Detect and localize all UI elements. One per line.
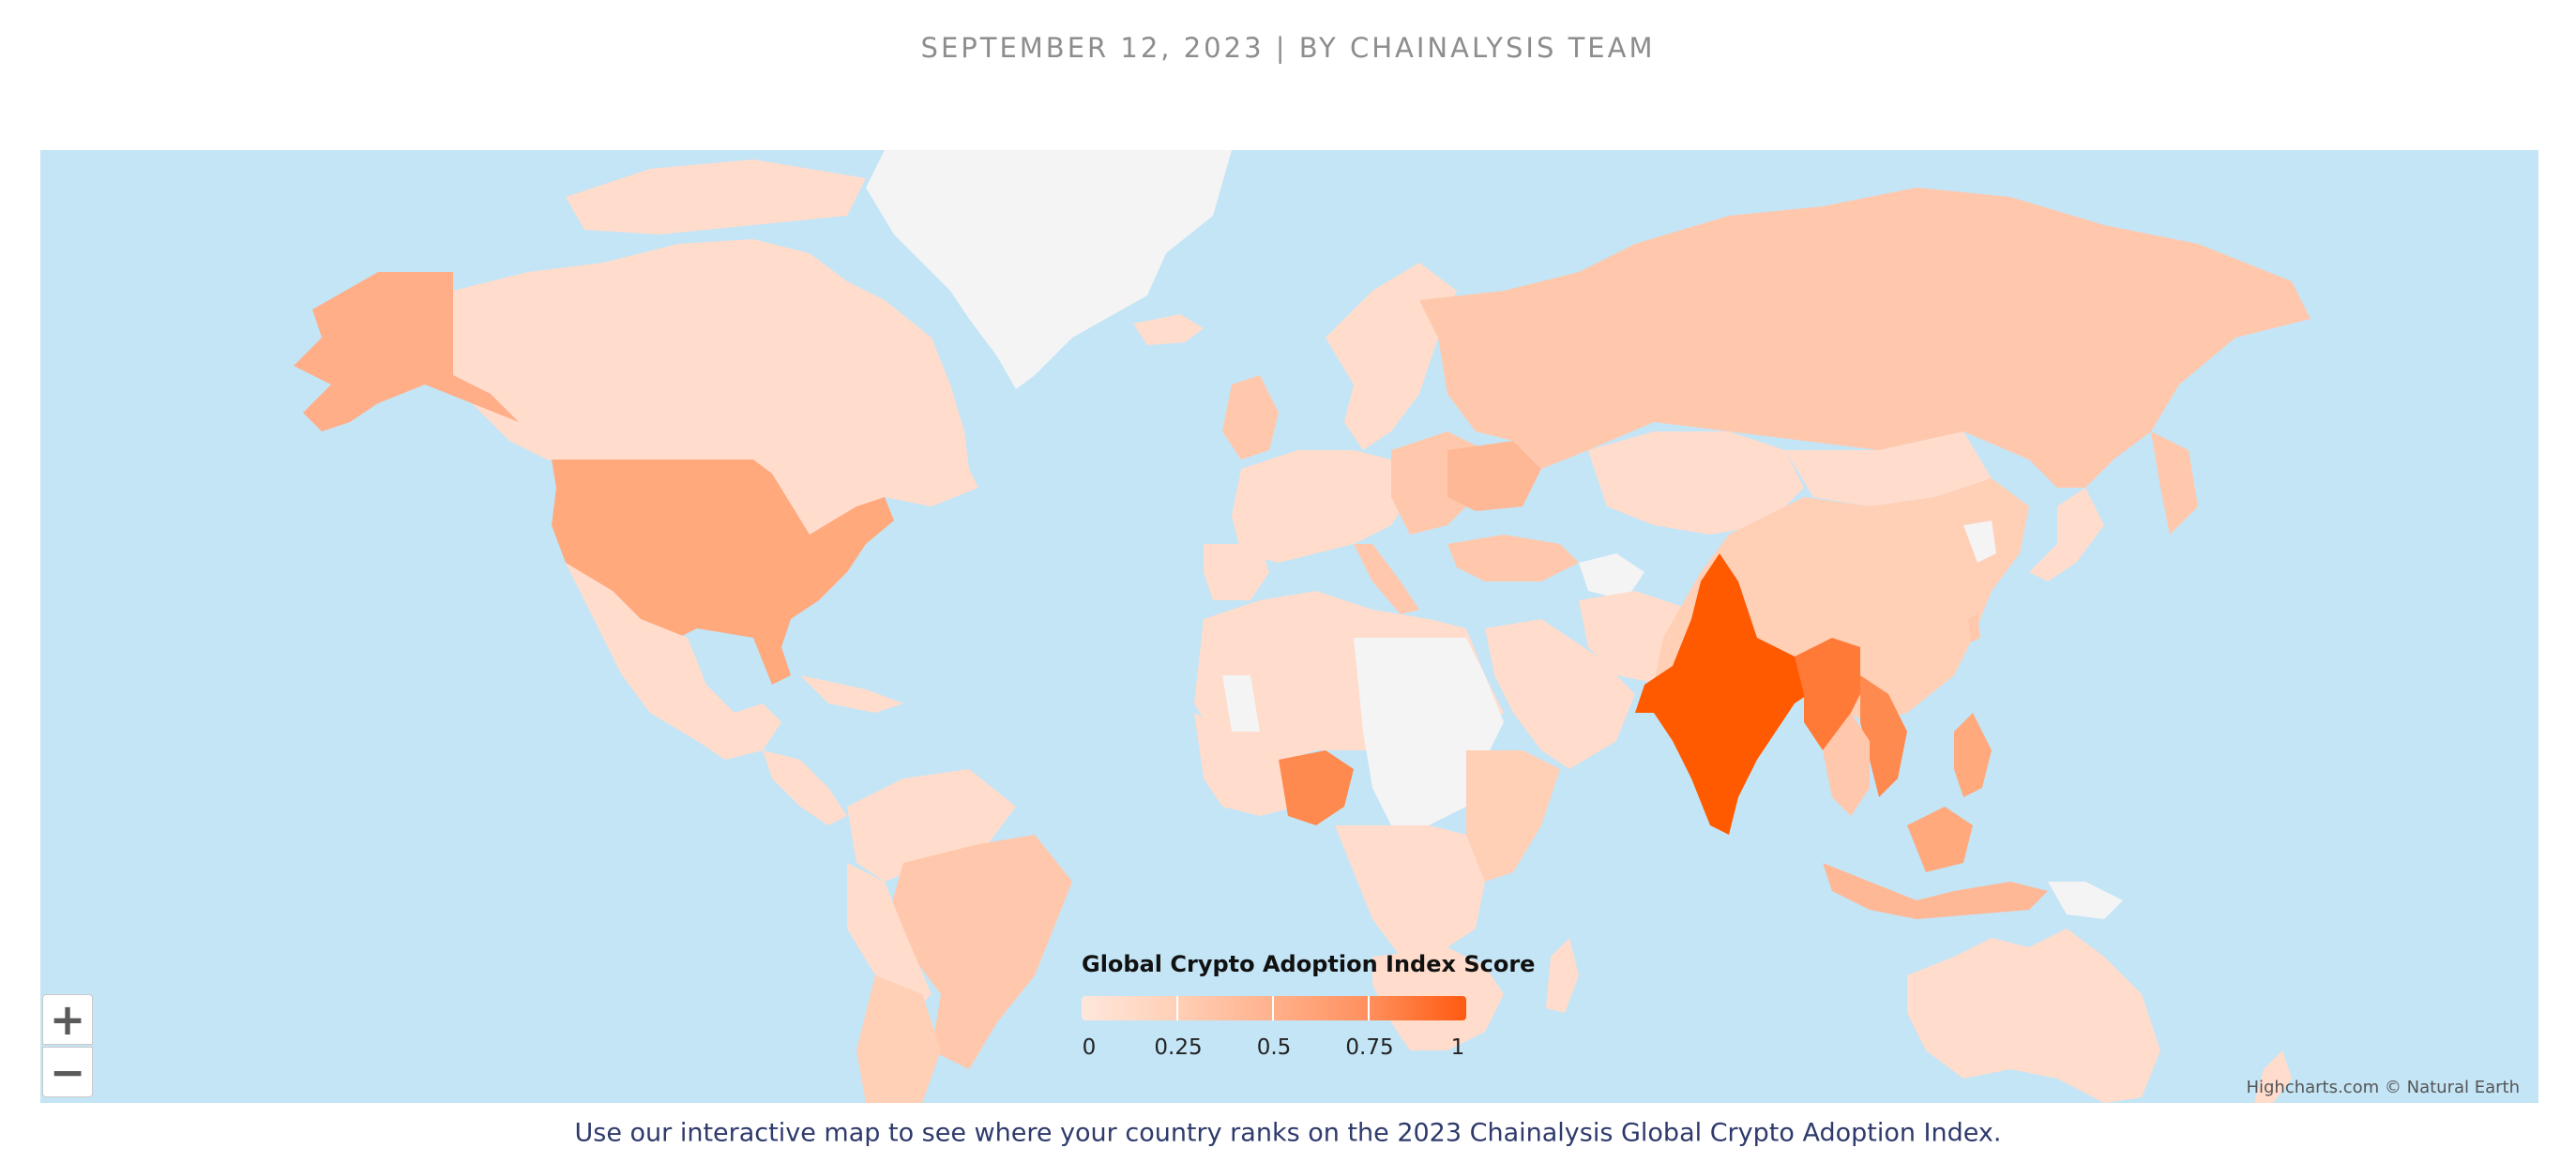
region-mexico[interactable] xyxy=(566,563,781,760)
region-new-zealand[interactable] xyxy=(2254,1050,2292,1103)
region-arabia[interactable] xyxy=(1485,619,1635,769)
region-argentina-chile[interactable] xyxy=(856,975,941,1103)
world-map[interactable]: + − Global Crypto Adoption Index Score 0… xyxy=(40,150,2538,1103)
legend-tick: 0.75 xyxy=(1345,1035,1394,1060)
region-central-africa[interactable] xyxy=(1335,825,1485,957)
region-greenland[interactable] xyxy=(866,150,1232,389)
region-turkey[interactable] xyxy=(1447,535,1579,582)
region-ukraine[interactable] xyxy=(1447,441,1541,511)
region-western-europe[interactable] xyxy=(1232,450,1410,563)
region-india[interactable] xyxy=(1635,553,1851,835)
region-australia[interactable] xyxy=(1907,929,2160,1103)
region-taiwan[interactable] xyxy=(1968,614,1980,642)
region-philippines[interactable] xyxy=(1954,713,1992,797)
legend-title: Global Crypto Adoption Index Score xyxy=(1082,951,1536,977)
legend-tick: 0 xyxy=(1082,1035,1097,1060)
region-peru-bolivia[interactable] xyxy=(847,863,932,1013)
legend-tick: 0.5 xyxy=(1256,1035,1292,1060)
region-iberia[interactable] xyxy=(1204,544,1269,600)
region-mongolia[interactable] xyxy=(1785,431,1992,506)
region-papua-new-guinea[interactable] xyxy=(2048,882,2123,919)
region-vietnam[interactable] xyxy=(1860,675,1907,797)
region-united-states[interactable] xyxy=(552,460,894,685)
region-madagascar[interactable] xyxy=(1546,938,1579,1013)
zoom-out-button[interactable]: − xyxy=(42,1047,93,1097)
color-legend: Global Crypto Adoption Index Score 0 0.2… xyxy=(1082,951,1535,1064)
legend-separator xyxy=(1176,996,1178,1020)
region-borneo[interactable] xyxy=(1907,807,1973,872)
region-ethiopia-kenya[interactable] xyxy=(1466,750,1560,882)
map-caption: Use our interactive map to see where you… xyxy=(574,1118,2002,1148)
region-brazil[interactable] xyxy=(885,835,1072,1069)
region-japan[interactable] xyxy=(2029,488,2104,582)
region-scandinavia[interactable] xyxy=(1326,263,1457,450)
region-nigeria[interactable] xyxy=(1279,750,1354,825)
region-korea[interactable] xyxy=(1963,521,1996,563)
region-west-africa[interactable] xyxy=(1194,713,1297,816)
region-west-africa-sahel[interactable] xyxy=(1222,675,1260,732)
region-russia-far-east[interactable] xyxy=(2151,431,2198,535)
region-colombia-venezuela[interactable] xyxy=(847,769,1016,882)
region-russia[interactable] xyxy=(1419,188,2311,488)
region-italy[interactable] xyxy=(1354,544,1419,614)
world-map-canvas[interactable] xyxy=(40,150,2538,1103)
legend-separator xyxy=(1368,996,1370,1020)
region-canada[interactable] xyxy=(453,239,978,535)
region-central-america[interactable] xyxy=(763,750,847,825)
region-kazakhstan[interactable] xyxy=(1588,431,1804,535)
region-indonesia[interactable] xyxy=(1823,863,2048,919)
region-caucasus[interactable] xyxy=(1579,553,1644,600)
region-thailand-laos[interactable] xyxy=(1823,713,1870,816)
region-uk-ireland[interactable] xyxy=(1222,375,1279,460)
region-iceland[interactable] xyxy=(1133,314,1204,345)
article-byline: SEPTEMBER 12, 2023 | BY CHAINALYSIS TEAM xyxy=(920,32,1656,64)
region-caribbean[interactable] xyxy=(800,675,903,713)
legend-gradient-bar xyxy=(1082,996,1466,1020)
legend-tick: 1 xyxy=(1450,1035,1465,1060)
region-alaska[interactable] xyxy=(294,272,519,431)
region-canada-islands[interactable] xyxy=(566,159,866,234)
legend-tick: 0.25 xyxy=(1154,1035,1203,1060)
map-credits-link[interactable]: Highcharts.com © Natural Earth xyxy=(2246,1078,2520,1097)
zoom-in-button[interactable]: + xyxy=(42,994,93,1045)
legend-separator xyxy=(1272,996,1274,1020)
